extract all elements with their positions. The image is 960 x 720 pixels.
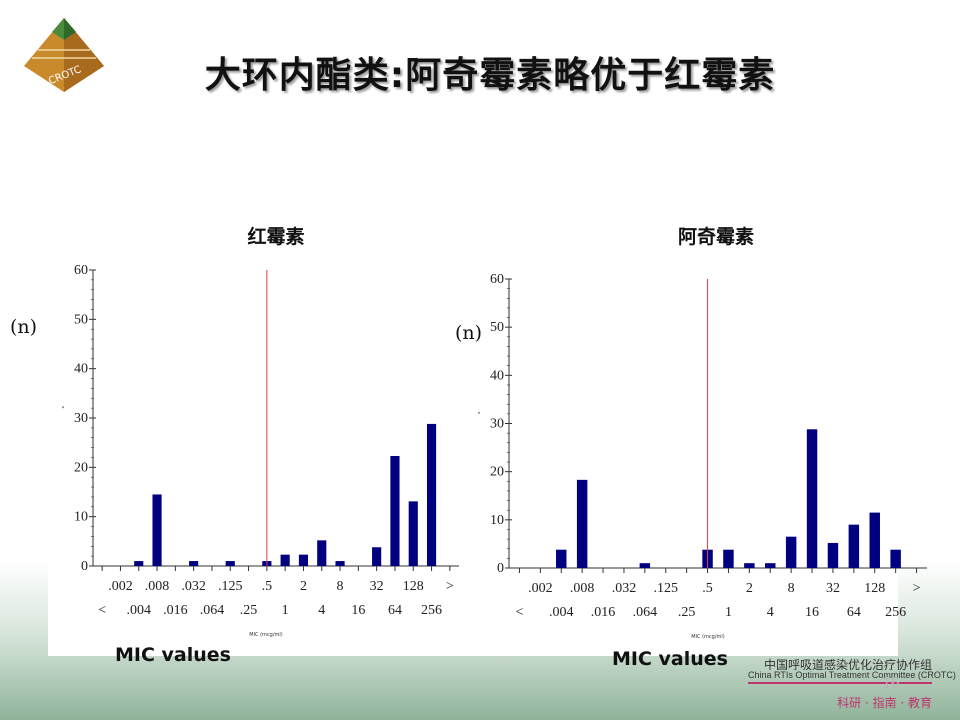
bar xyxy=(765,563,776,568)
bar xyxy=(335,561,345,566)
bar xyxy=(408,501,418,566)
x-tick-label: < xyxy=(515,605,523,620)
org-name-cn: 中国呼吸道感染优化治疗协作组 xyxy=(763,658,932,670)
y-tick-label: 20 xyxy=(490,465,504,480)
bar xyxy=(744,563,755,568)
org-tagline: 科研 · 指南 · 教育 xyxy=(837,696,932,710)
x-tick-label: 256 xyxy=(885,605,906,620)
bar xyxy=(827,542,839,568)
x-tick-label: 32 xyxy=(826,581,840,596)
y-tick-label: 0 xyxy=(497,561,504,576)
x-tick-label: .008 xyxy=(145,579,170,594)
x-tick-label: > xyxy=(913,581,921,596)
x-tick-label: 128 xyxy=(403,579,424,594)
slide-title: 大环内酯类:阿奇霉素略优于红霉素 xyxy=(204,55,776,96)
x-tick-label: .004 xyxy=(127,603,152,618)
bar xyxy=(639,563,651,568)
organization-footer: 中国呼吸道感染优化治疗协作组 China RTIs Optimal Treatm… xyxy=(748,656,956,711)
bar xyxy=(426,423,437,566)
x-tick-label: 16 xyxy=(351,603,365,618)
bar xyxy=(890,549,901,568)
bar xyxy=(152,494,162,566)
crotc-logo-icon: CROTC xyxy=(24,18,104,92)
y-axis-tiny-label: * xyxy=(478,412,481,418)
y-tick-label: 10 xyxy=(74,510,88,525)
x-tick-label: 32 xyxy=(370,579,384,594)
chart-title-erythromycin: 红霉素 xyxy=(247,226,305,248)
x-tick-label: 2 xyxy=(300,579,307,594)
x-tick-label: .25 xyxy=(240,603,258,618)
bar xyxy=(225,561,235,566)
x-tick-label: .064 xyxy=(200,603,225,618)
x-tick-label: 16 xyxy=(805,605,819,620)
y-axis-label-erythromycin: (n) xyxy=(10,316,38,338)
org-name-en: China RTIs Optimal Treatment Committee (… xyxy=(748,670,956,684)
x-tick-label: .125 xyxy=(218,579,243,594)
x-tick-label: 256 xyxy=(421,603,442,618)
x-tick-label: 4 xyxy=(767,605,774,620)
x-tick-label: .25 xyxy=(678,605,696,620)
chart-title-azithromycin: 阿奇霉素 xyxy=(677,226,754,248)
x-axis-label-azithromycin: MIC values xyxy=(612,648,728,670)
x-tick-label: 128 xyxy=(864,581,885,596)
bar xyxy=(723,549,734,568)
bar xyxy=(189,561,199,566)
x-tick-label: .5 xyxy=(262,579,273,594)
x-tick-label: 8 xyxy=(337,579,344,594)
y-tick-label: 40 xyxy=(74,362,88,377)
y-tick-label: 10 xyxy=(490,513,504,528)
x-tick-label: .016 xyxy=(591,605,616,620)
y-tick-label: 60 xyxy=(490,272,504,287)
x-tick-label: < xyxy=(98,603,106,618)
y-tick-label: 0 xyxy=(81,559,88,574)
x-tick-label: .032 xyxy=(181,579,206,594)
bar xyxy=(317,540,327,566)
x-tick-label: .064 xyxy=(633,605,658,620)
x-tick-label: .002 xyxy=(528,581,553,596)
x-tick-label: 64 xyxy=(847,605,861,620)
y-tick-label: 50 xyxy=(490,320,504,335)
bar xyxy=(806,429,818,568)
bar xyxy=(869,512,880,568)
y-axis-tiny-label: * xyxy=(62,406,65,412)
x-tick-label: 2 xyxy=(746,581,753,596)
chart-panel xyxy=(48,258,898,656)
x-tick-label: 1 xyxy=(282,603,289,618)
x-tick-label: .5 xyxy=(702,581,713,596)
bar xyxy=(280,554,290,566)
y-tick-label: 50 xyxy=(74,312,88,327)
bar xyxy=(576,479,588,568)
x-tick-label: 4 xyxy=(318,603,325,618)
x-tick-label: .032 xyxy=(612,581,637,596)
y-tick-label: 30 xyxy=(490,417,504,432)
bar xyxy=(390,455,400,566)
x-tick-label: .002 xyxy=(108,579,133,594)
y-axis-label-azithromycin: (n) xyxy=(455,322,483,344)
bar xyxy=(298,554,309,566)
x-tick-label: 1 xyxy=(725,605,732,620)
bar xyxy=(372,547,382,566)
y-tick-label: 30 xyxy=(74,411,88,426)
x-tick-label: .125 xyxy=(654,581,679,596)
page-number: 16 xyxy=(882,675,900,692)
x-tick-label: .008 xyxy=(570,581,595,596)
y-tick-label: 20 xyxy=(74,460,88,475)
bar xyxy=(848,524,860,568)
x-axis-unit-label: MIC (mcg/ml) xyxy=(249,632,283,638)
x-tick-label: > xyxy=(446,579,454,594)
bar xyxy=(556,549,567,568)
x-tick-label: 64 xyxy=(388,603,402,618)
bar xyxy=(134,561,144,566)
x-axis-label-erythromycin: MIC values xyxy=(115,644,231,666)
y-tick-label: 40 xyxy=(490,368,504,383)
y-tick-label: 60 xyxy=(74,263,88,278)
x-tick-label: 8 xyxy=(788,581,795,596)
x-tick-label: .004 xyxy=(549,605,574,620)
bar xyxy=(785,536,797,568)
x-axis-unit-label: MIC (mcg/ml) xyxy=(691,634,725,640)
x-tick-label: .016 xyxy=(163,603,188,618)
